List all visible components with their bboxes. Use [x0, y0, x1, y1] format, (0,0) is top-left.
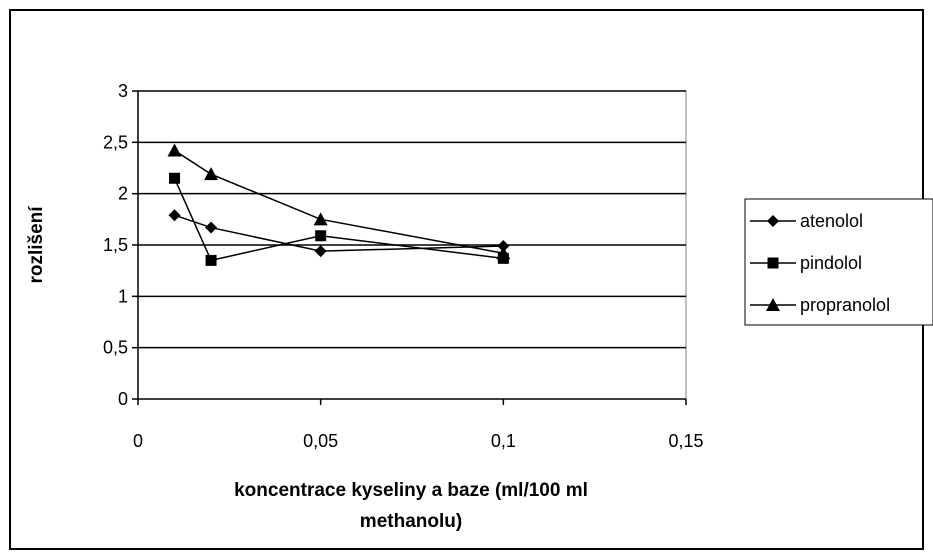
data-point-propranolol — [204, 167, 219, 181]
legend-label: atenolol — [800, 211, 863, 231]
x-tick-label: 0 — [133, 431, 143, 451]
legend-marker-propranolol — [766, 298, 780, 311]
y-tick-label: 2,5 — [103, 132, 128, 152]
data-point-pindolol — [169, 172, 181, 184]
data-point-atenolol — [497, 240, 510, 253]
x-tick-label: 0,15 — [668, 431, 703, 451]
x-tick-label: 0,05 — [303, 431, 338, 451]
x-axis-title-line-1: koncentrace kyseliny a baze (ml/100 ml — [234, 480, 588, 501]
y-tick-label: 1,5 — [103, 235, 128, 255]
legend-item-propranolol: propranolol — [750, 295, 890, 315]
data-point-atenolol — [314, 245, 327, 258]
legend-marker-atenolol — [767, 215, 779, 227]
series-layer — [167, 143, 511, 266]
grid-lines — [138, 90, 686, 349]
y-tick-label: 0,5 — [103, 338, 128, 358]
y-tick-label: 1 — [118, 286, 128, 306]
data-point-propranolol — [167, 143, 182, 157]
x-tick-labels: 0 0,05 0,1 0,15 — [133, 431, 704, 451]
series-line-pindolol — [173, 177, 504, 262]
legend-label: pindolol — [800, 253, 862, 273]
series-line-propranolol — [174, 149, 504, 254]
series-atenolol — [168, 209, 510, 258]
axes — [132, 90, 687, 405]
legend-item-atenolol: atenolol — [750, 211, 863, 231]
y-tick-label: 2 — [118, 184, 128, 204]
data-point-pindolol — [205, 254, 217, 266]
series-propranolol — [167, 143, 511, 260]
data-point-propranolol — [313, 212, 328, 226]
data-point-atenolol — [205, 221, 218, 234]
legend-label: propranolol — [800, 295, 890, 315]
x-axis-title-line-2: methanolu) — [360, 511, 462, 532]
y-tick-labels: 0 0,5 1 1,5 2 2,5 3 — [103, 81, 128, 409]
legend: atenolol pindolol propranolol — [744, 198, 933, 326]
legend-item-pindolol: pindolol — [750, 253, 862, 273]
data-point-pindolol — [315, 230, 327, 242]
data-point-atenolol — [168, 209, 181, 222]
x-tick-label: 0,1 — [491, 431, 516, 451]
legend-items: atenolol pindolol propranolol — [750, 211, 890, 315]
y-tick-label: 3 — [118, 81, 128, 101]
series-line-atenolol — [174, 214, 504, 252]
legend-marker-pindolol — [767, 257, 779, 269]
y-axis-title: rozlišení — [26, 206, 47, 284]
y-tick-label: 0 — [118, 389, 128, 409]
data-point-propranolol — [496, 246, 511, 260]
